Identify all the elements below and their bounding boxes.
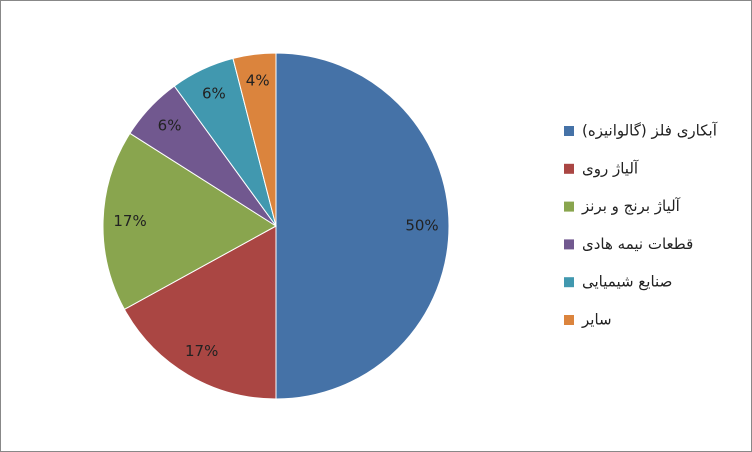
data-label: 17% bbox=[113, 212, 146, 230]
legend-swatch bbox=[564, 163, 574, 174]
legend-label: آبکاری فلز (گالوانیزه) bbox=[582, 122, 718, 140]
pie-slice bbox=[275, 52, 450, 400]
pie-slice bbox=[102, 132, 277, 311]
legend-label: آلیاژ برنج و برنز bbox=[581, 197, 681, 215]
legend-swatch bbox=[564, 201, 574, 212]
data-label: 4% bbox=[246, 72, 270, 90]
legend-label: صنایع شیمیایی bbox=[582, 273, 672, 291]
legend-swatch bbox=[564, 126, 574, 136]
legend-label: سایر bbox=[581, 311, 612, 329]
data-label: 50% bbox=[405, 217, 438, 235]
legend-label: قطعات نیمه هادی bbox=[582, 235, 693, 253]
legend-label: آلیاژ روی bbox=[582, 159, 639, 177]
legend-swatch bbox=[564, 277, 574, 288]
data-label: 6% bbox=[158, 117, 182, 135]
pie-slice bbox=[123, 225, 277, 400]
pie-slice bbox=[232, 52, 277, 227]
legend-swatch bbox=[564, 239, 574, 250]
data-label: 17% bbox=[185, 342, 218, 360]
legend-swatch bbox=[564, 315, 574, 325]
data-label: 6% bbox=[202, 84, 226, 102]
